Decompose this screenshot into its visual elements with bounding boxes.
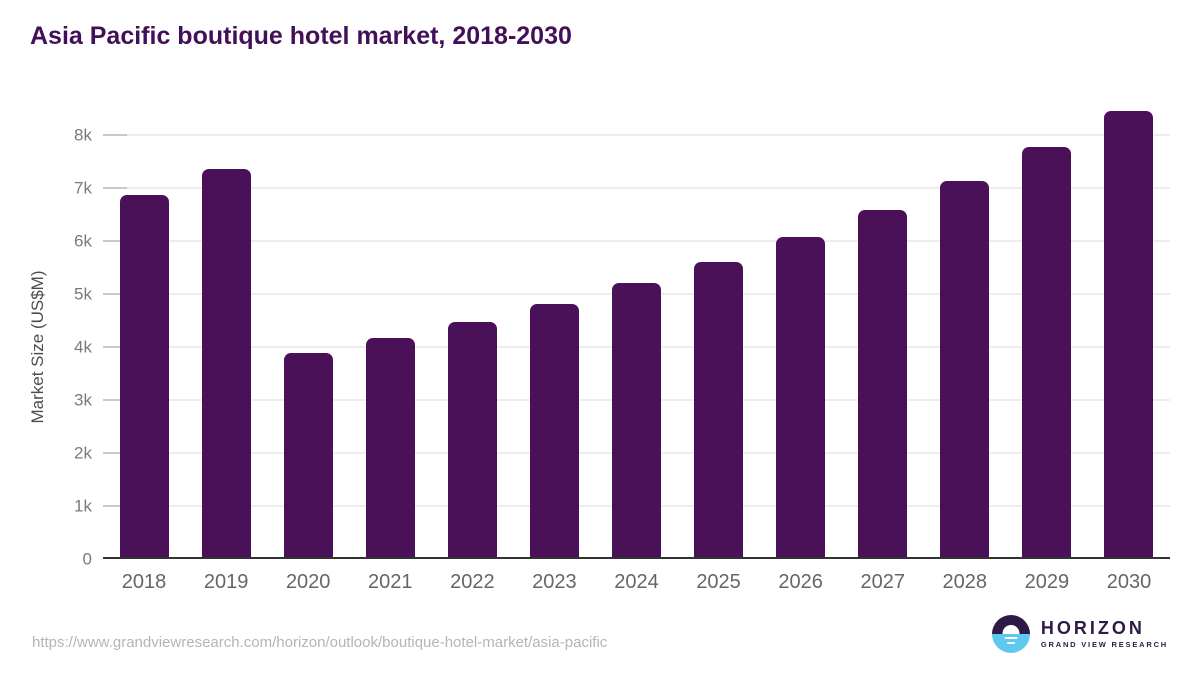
y-tick-label-0: 0	[82, 549, 92, 569]
y-tick-label-1k: 1k	[74, 496, 92, 516]
logo-name: HORIZON	[1040, 618, 1145, 639]
y-tick-label-3k: 3k	[74, 390, 92, 410]
ripple-line	[1006, 641, 1015, 644]
x-tick-label-2030: 2030	[1106, 571, 1152, 593]
bar-2026	[776, 237, 826, 559]
bar-2023	[529, 303, 579, 559]
x-axis-tick-labels: 2018 2019 2020 2021 2022 2023 2024 2025 2026 2027…	[103, 571, 1170, 601]
y-tick-mark	[103, 505, 127, 508]
x-tick-label-2022: 2022	[450, 571, 495, 593]
horizon-logo: HORIZON GRAND VIEW RESEARCH	[991, 615, 1168, 653]
x-tick-label-2023: 2023	[532, 571, 577, 593]
y-tick-label-4k: 4k	[74, 337, 92, 357]
bar-2029	[1022, 147, 1072, 559]
sun-icon	[1002, 625, 1020, 634]
gridline-7k	[103, 187, 1170, 190]
bar-2028	[940, 180, 990, 559]
x-tick-label-2024: 2024	[614, 571, 659, 593]
logo-sky	[991, 615, 1030, 634]
plot-area	[103, 104, 1170, 559]
bar-2020	[283, 353, 333, 559]
y-tick-mark	[103, 346, 127, 349]
y-axis-tick-labels: 0 1k 2k 3k 4k 5k 6k 7k 8k	[0, 104, 92, 568]
bar-2021	[365, 338, 415, 559]
y-tick-label-7k: 7k	[74, 178, 92, 198]
bar-2027	[858, 210, 908, 559]
ripple-line	[1004, 637, 1018, 640]
chart-title: Asia Pacific boutique hotel market, 2018…	[30, 22, 572, 50]
y-tick-label-6k: 6k	[74, 231, 92, 251]
y-tick-mark	[103, 134, 127, 137]
x-tick-label-2019: 2019	[203, 571, 249, 593]
y-tick-mark	[103, 452, 127, 455]
x-tick-label-2020: 2020	[285, 571, 331, 593]
x-tick-label-2027: 2027	[860, 571, 905, 593]
x-tick-label-2018: 2018	[121, 571, 167, 593]
y-tick-label-2k: 2k	[74, 443, 92, 463]
gridline-6k	[103, 240, 1170, 243]
y-tick-mark	[103, 399, 127, 402]
y-tick-mark	[103, 240, 127, 243]
bar-2018	[119, 194, 169, 559]
x-tick-label-2029: 2029	[1024, 571, 1070, 593]
bar-2019	[201, 168, 251, 559]
x-tick-label-2028: 2028	[942, 571, 988, 593]
logo-subtitle: GRAND VIEW RESEARCH	[1040, 640, 1168, 650]
bar-2024	[612, 282, 661, 559]
bar-2025	[694, 261, 744, 559]
x-tick-label-2025: 2025	[696, 571, 741, 593]
source-url: https://www.grandviewresearch.com/horizo…	[32, 634, 608, 651]
x-axis-line	[103, 556, 1170, 559]
y-tick-mark	[103, 187, 127, 190]
gridline-8k	[103, 134, 1170, 137]
bar-2022	[447, 322, 497, 559]
y-tick-label-5k: 5k	[74, 284, 92, 304]
y-tick-label-8k: 8k	[74, 125, 92, 145]
bar-2030	[1104, 110, 1154, 559]
logo-text: HORIZON GRAND VIEW RESEARCH	[1041, 619, 1168, 649]
x-tick-label-2026: 2026	[778, 571, 823, 593]
y-tick-mark	[103, 293, 127, 296]
horizon-logo-icon	[991, 615, 1030, 653]
x-tick-label-2021: 2021	[368, 571, 413, 593]
